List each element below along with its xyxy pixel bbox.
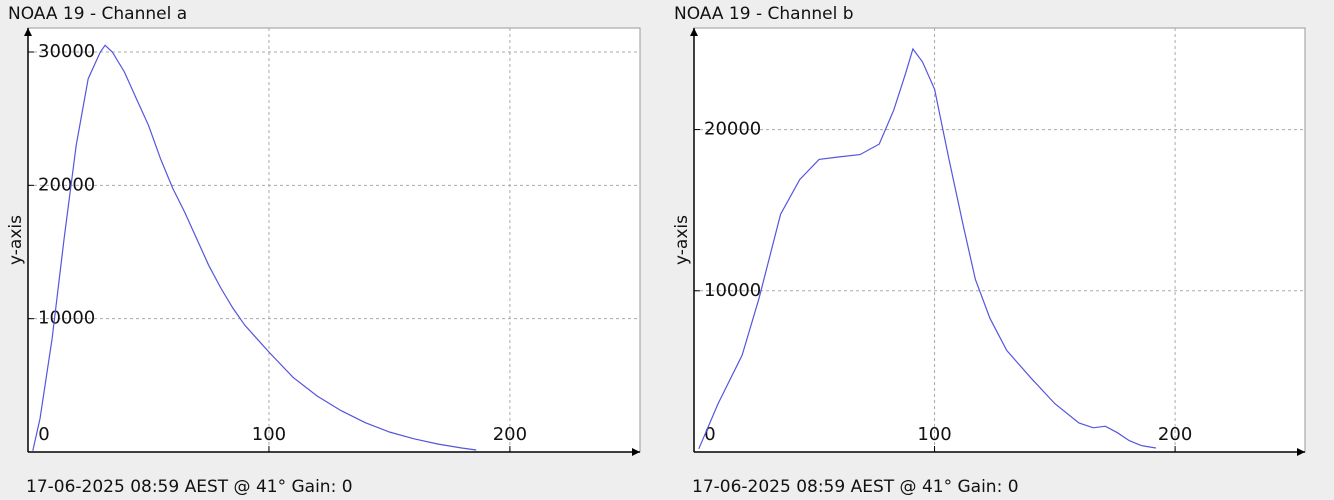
y-axis-label: y-axis (672, 215, 692, 265)
chart-panel: NOAA 19 - Channel b 10000 20000 0 100 200 y-ax… (672, 4, 1306, 497)
chart-title: NOAA 19 - Channel a (8, 4, 187, 24)
axis-arrow (24, 28, 32, 36)
axis-arrow (632, 448, 640, 456)
y-tick-label: 10000 (704, 280, 761, 301)
x-tick-label: 0 (704, 424, 715, 445)
y-tick-label: 20000 (38, 174, 95, 195)
x-tick-label: 200 (1158, 424, 1192, 445)
x-tick-label: 100 (252, 424, 286, 445)
x-tick-label: 0 (38, 424, 49, 445)
y-tick-label: 30000 (38, 41, 95, 62)
x-tick-label: 100 (917, 424, 951, 445)
data-line (32, 44, 477, 451)
y-tick-label: 10000 (38, 308, 95, 329)
x-tick-label: 200 (493, 424, 527, 445)
plot-area (693, 27, 1306, 453)
data-line (698, 47, 1156, 450)
y-axis-label: y-axis (6, 215, 26, 265)
axis-arrow (690, 28, 698, 36)
axis-arrow (1297, 448, 1305, 456)
chart-panel: NOAA 19 - Channel a 10000 20000 30000 0 100 20… (6, 4, 641, 497)
footer-status: 17-06-2025 08:59 AEST @ 41° Gain: 0 (26, 477, 353, 497)
footer-status: 17-06-2025 08:59 AEST @ 41° Gain: 0 (692, 477, 1019, 497)
chart-title: NOAA 19 - Channel b (674, 4, 854, 24)
plot-area (27, 27, 641, 453)
y-tick-label: 20000 (704, 119, 761, 140)
